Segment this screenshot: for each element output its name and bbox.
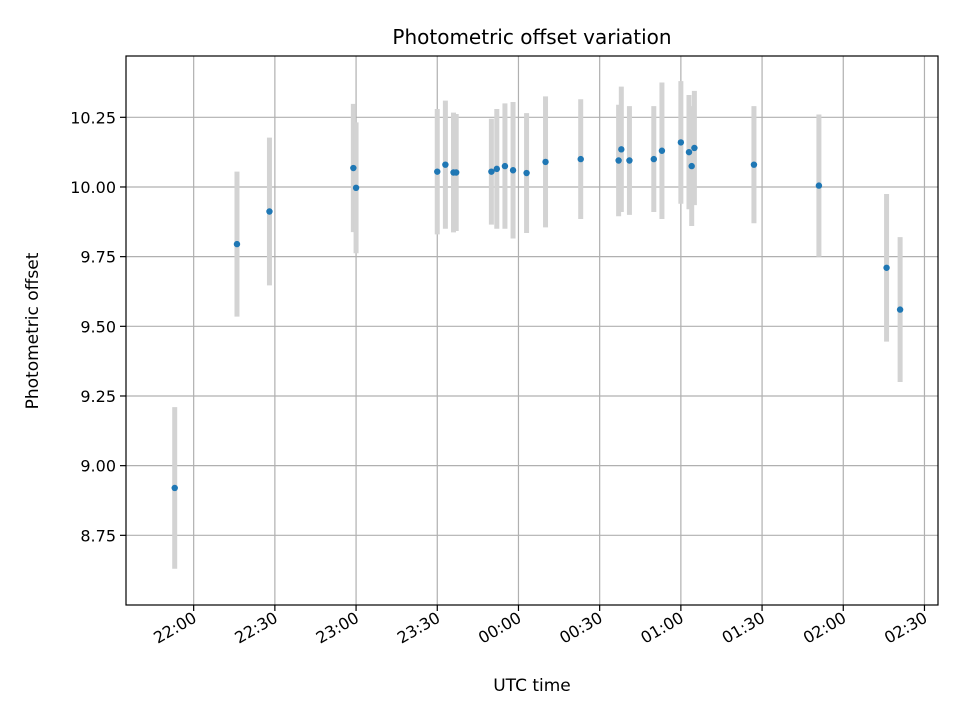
data-point: [691, 144, 698, 152]
data-point: [542, 158, 549, 166]
data-point: [352, 184, 360, 192]
data-point: [171, 484, 178, 492]
data-point: [493, 165, 501, 173]
data-point: [650, 155, 657, 163]
data-point: [233, 240, 241, 248]
data-point: [615, 157, 622, 164]
data-point: [750, 161, 758, 168]
data-point: [434, 168, 441, 175]
data-point: [688, 162, 695, 170]
data-point: [509, 167, 517, 174]
y-axis-label: Photometric offset: [23, 252, 43, 409]
data-point: [488, 168, 495, 175]
data-point: [442, 161, 449, 168]
y-tick-label: 10.00: [70, 178, 116, 197]
data-point: [815, 182, 823, 189]
y-axis: 8.75 9.00 9.25 9.50 9.75 10.00 10.25: [70, 108, 126, 545]
y-tick-label: 9.00: [80, 457, 116, 476]
data-point: [577, 155, 584, 163]
data-point: [266, 208, 273, 215]
y-tick-label: 9.75: [80, 248, 116, 267]
data-point: [658, 147, 666, 154]
data-points: [171, 139, 904, 492]
data-point: [523, 169, 530, 177]
x-axis-label: UTC time: [493, 676, 571, 696]
y-tick-label: 10.25: [70, 108, 116, 127]
data-point: [677, 139, 685, 146]
data-point: [618, 146, 625, 153]
y-tick-label: 9.25: [80, 387, 116, 406]
data-point: [685, 148, 693, 156]
data-point: [626, 157, 633, 164]
y-tick-label: 9.50: [80, 317, 116, 336]
data-point: [883, 264, 890, 271]
data-point: [453, 169, 460, 176]
chart-title: Photometric offset variation: [392, 25, 671, 49]
data-point: [501, 162, 509, 170]
y-tick-label: 8.75: [80, 526, 116, 545]
plot-frame: [125, 55, 939, 606]
data-point: [896, 306, 904, 313]
data-point: [350, 164, 357, 172]
